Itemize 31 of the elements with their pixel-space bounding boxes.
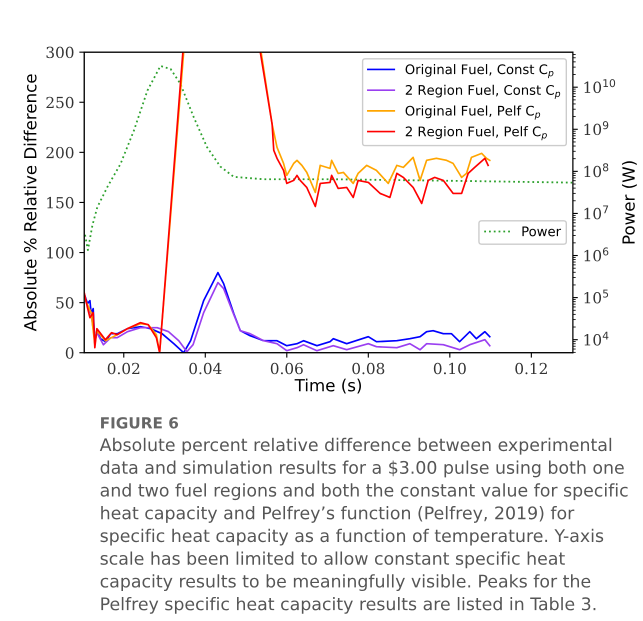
y2-tick-label: 10$^{7}$ (584, 206, 608, 220)
y-tick-label: 100 (47, 247, 74, 259)
x-tick-label: 0.02 (108, 362, 140, 374)
x-tick-label: 0.04 (189, 362, 222, 374)
y-tick-label: 250 (46, 96, 74, 108)
legend-label: Original Fuel, Pelf C$_{p}$ (406, 105, 540, 120)
y-tick-label: 0 (66, 347, 74, 359)
y2-tick-label: 10$^{10}$ (584, 79, 616, 94)
x-tick-label: 0.06 (270, 362, 303, 374)
legend-label: 2 Region Fuel, Pelf C$_{p}$ (406, 126, 547, 140)
x-tick-label: 0.12 (515, 362, 547, 374)
legend-label: 2 Region Fuel, Const C$_{p}$ (406, 84, 560, 99)
y-tick-label: 50 (56, 297, 74, 309)
y2-axis-title: Power (W) (622, 161, 637, 244)
caption: FIGURE 6 (101, 417, 178, 429)
y2-tick-label: 10$^{5}$ (584, 290, 608, 304)
y-tick-label: 300 (46, 46, 74, 58)
y-tick-label: 150 (47, 196, 74, 208)
x-tick-label: 0.10 (434, 362, 466, 374)
x-axis-title: Time (s) (294, 378, 362, 394)
x-tick-label: 0.08 (352, 362, 384, 374)
y2-tick-label: 10$^{4}$ (584, 332, 608, 346)
y-axis-title: Absolute % Relative Difference (24, 74, 37, 332)
y2-tick-label: 10$^{8}$ (584, 163, 608, 178)
y2-tick-label: 10$^{6}$ (584, 247, 608, 262)
y2-tick-label: 10$^{9}$ (584, 121, 608, 136)
legend-label: Original Fuel, Const C$_{p}$ (406, 64, 554, 78)
text: Absolute percent relative difference between experimental data and simulation results for a $3.00 pulse using both one and two fuel regions and both the constant value for specific heat capacity and Pelfrey’s function (Pelfrey, 2019) for specific heat capacity as a function of temperature. Y-axis scale has been limited to allow constant specific heat capacity results to be meaningfully visible. Peaks for the Pelfrey specific heat capacity results are listed in Table 3. (100, 438, 628, 614)
line-series (84, 65, 573, 251)
legend-label: Power (522, 226, 562, 236)
y-tick-label: 200 (46, 146, 74, 158)
